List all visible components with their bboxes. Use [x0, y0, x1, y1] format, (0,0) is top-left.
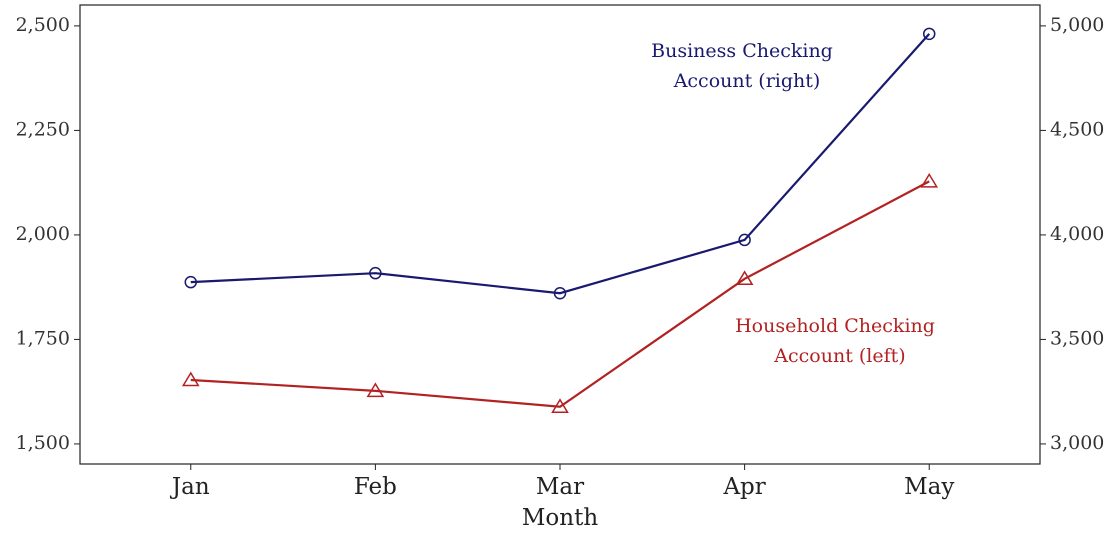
x-tick-label: May: [904, 474, 954, 500]
marker: [551, 398, 569, 413]
marker: [553, 286, 567, 300]
x-tick-label: Mar: [536, 474, 584, 500]
y2-tick-label: 4,500: [1050, 118, 1104, 140]
marker: [369, 266, 382, 280]
series-line: [190, 180, 930, 408]
marker: [920, 172, 939, 188]
y-tick-label: 2,250: [16, 118, 70, 140]
x-tick-label: Apr: [722, 474, 765, 500]
x-axis-label: Month: [522, 505, 598, 531]
y2-tick-label: 5,000: [1050, 14, 1104, 36]
annotation: Business Checking: [651, 40, 833, 62]
marker: [184, 275, 198, 289]
marker: [366, 382, 385, 398]
x-tick-label: Jan: [170, 474, 210, 500]
y-tick-label: 1,750: [16, 327, 70, 349]
marker: [181, 371, 200, 387]
y2-tick-label: 3,500: [1050, 327, 1104, 349]
y-tick-label: 2,500: [16, 14, 70, 36]
plot-frame: [79, 4, 1041, 465]
x-tick-label: Feb: [354, 474, 397, 500]
series-line: [190, 33, 931, 295]
y2-tick-label: 4,000: [1050, 223, 1104, 245]
marker: [922, 27, 936, 41]
annotation: Account (left): [773, 345, 905, 367]
y2-tick-label: 3,000: [1050, 432, 1104, 454]
marker: [738, 233, 751, 247]
annotation: Account (right): [673, 70, 821, 92]
y-tick-label: 2,000: [16, 223, 70, 245]
y-tick-label: 1,500: [16, 432, 70, 454]
marker: [735, 270, 754, 286]
annotation: Household Checking: [735, 315, 935, 337]
